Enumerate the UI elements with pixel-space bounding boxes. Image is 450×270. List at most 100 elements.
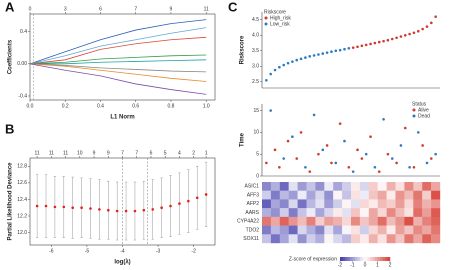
coefficient-path [29, 63, 207, 73]
heat-cell [270, 182, 280, 191]
heat-cell [422, 199, 432, 209]
legend-label: Alive [418, 107, 429, 113]
heat-cell [431, 190, 441, 200]
heat-cell [413, 182, 423, 191]
y-tick-label: 4.5 [252, 17, 259, 23]
heat-cell [342, 234, 352, 244]
heat-cell [377, 208, 387, 218]
point [434, 152, 437, 156]
top-tick-label: 11 [63, 150, 68, 156]
heat-cell [333, 225, 343, 235]
point [98, 208, 101, 211]
heat-cell [279, 182, 289, 191]
heat-cell [262, 225, 272, 235]
top-tick-label: 9 [107, 150, 110, 156]
top-tick-label: 9 [170, 6, 173, 12]
heat-cell [324, 225, 334, 235]
point [356, 148, 359, 152]
x-tick-label: 0.0 [27, 103, 34, 109]
heat-cell [413, 199, 423, 209]
colorbar-step [367, 257, 371, 261]
point [282, 63, 286, 67]
x-tick-label: 1.0 [203, 103, 210, 109]
point [382, 117, 385, 121]
y-tick-label: -0.4 [18, 93, 27, 99]
heat-cell [306, 225, 316, 235]
heat-cell [395, 216, 405, 226]
point [377, 170, 381, 173]
x-axis-label: L1 Norm [110, 115, 134, 121]
point [395, 161, 398, 165]
point [403, 126, 407, 130]
heat-cell [270, 234, 280, 244]
colorbar-step [360, 257, 363, 261]
heat-cell [359, 182, 369, 191]
x-tick-label: -5 [85, 248, 90, 254]
point [325, 144, 329, 147]
point [334, 49, 338, 53]
top-tick-label: 11 [35, 150, 40, 156]
heat-cell [333, 208, 343, 218]
y-axis-label: Partial Likelihood Deviance [8, 162, 14, 241]
x-tick-label: -6 [49, 248, 54, 254]
point [390, 157, 394, 160]
heat-cell [342, 182, 352, 191]
heat-cell [368, 216, 378, 226]
colorbar-step [340, 257, 343, 261]
coefficient-path [29, 63, 207, 82]
legend-label: Low_risk [270, 21, 290, 27]
heat-cell [386, 216, 396, 226]
heat-cell [288, 225, 298, 235]
point [334, 161, 338, 165]
heat-cell [306, 216, 316, 226]
heat-cell [395, 182, 405, 191]
y-tick-label: 3.0 [252, 64, 259, 70]
heat-cell [377, 182, 387, 191]
point [273, 148, 277, 152]
colorbar-step [345, 257, 348, 261]
y-tick-label: 12.4 [17, 197, 27, 203]
heat-cell [359, 208, 369, 218]
heat-cell [395, 234, 405, 244]
colorbar-step [370, 257, 373, 261]
heat-cell [315, 199, 325, 209]
point [169, 204, 172, 208]
point [369, 42, 372, 46]
coefficient-path [29, 36, 207, 65]
row-label: TDO2 [246, 227, 260, 233]
heat-cell [342, 190, 352, 200]
point [360, 44, 364, 48]
point [338, 122, 342, 125]
heat-cell [324, 182, 334, 191]
point [377, 40, 381, 44]
point [195, 196, 199, 200]
point [286, 139, 290, 143]
heat-cell [288, 234, 298, 244]
colorbar-step [385, 257, 388, 261]
coefficient-path [29, 63, 207, 95]
heat-cell [306, 234, 316, 244]
point [434, 15, 437, 18]
heat-cell [342, 199, 352, 209]
top-tick-label: 7 [121, 150, 124, 156]
point [412, 31, 416, 35]
heat-cell [315, 225, 325, 235]
heat-cell [315, 234, 325, 244]
heat-cell [324, 190, 334, 200]
coefficient-path [29, 54, 207, 65]
colorbar-tick-label: 1 [376, 262, 379, 268]
point [80, 206, 83, 210]
heat-cell [377, 225, 387, 235]
point [160, 206, 163, 210]
point [299, 57, 303, 61]
y-tick-label: 12.8 [17, 164, 27, 170]
heat-cell [413, 208, 423, 218]
legend-title: Status [412, 101, 427, 107]
colorbar-step [382, 257, 386, 261]
heat-cell [270, 199, 280, 209]
heat-cell [422, 234, 432, 244]
point [295, 157, 299, 160]
heat-cell [333, 190, 343, 200]
heat-cell [368, 225, 378, 235]
